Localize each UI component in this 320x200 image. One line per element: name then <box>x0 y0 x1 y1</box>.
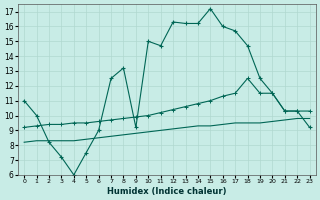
X-axis label: Humidex (Indice chaleur): Humidex (Indice chaleur) <box>107 187 227 196</box>
